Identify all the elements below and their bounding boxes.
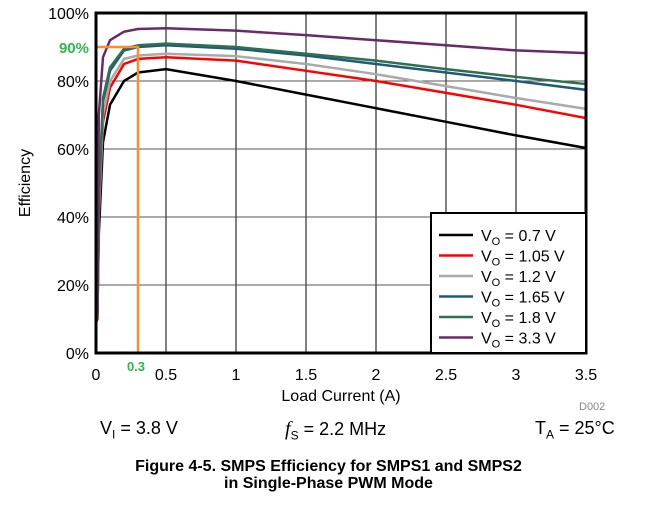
x-tick-label: 3 [512,367,521,384]
annotation-x-label: 0.3 [127,359,145,374]
ta-subscript: A [546,427,555,442]
annotation-y-label: 90% [59,40,89,57]
vi-subscript: I [112,427,116,442]
fs-symbol: f [285,418,291,440]
x-axis-label: Load Current (A) [281,388,400,405]
condition-ta: TA = 25°C [535,418,615,442]
x-tick-label: 2.5 [435,367,457,384]
x-tick-label: 1.5 [295,367,317,384]
legend-entry: VO = 0.7 V [481,228,556,248]
x-tick-label: 2 [372,367,381,384]
x-tick-label: 0.5 [155,367,177,384]
legend-entry: VO = 1.8 V [481,310,556,330]
x-tick-label: 3.5 [575,367,597,384]
legend-entry: VO = 1.65 V [481,290,565,310]
y-tick-label: 100% [48,6,89,23]
x-tick-label: 1 [232,367,241,384]
condition-fs: fS = 2.2 MHz [285,418,386,443]
ta-value: = 25°C [554,418,615,438]
caption-line-2: in Single-Phase PWM Mode [224,475,433,492]
x-tick-label: 0 [92,367,101,384]
fs-subscript: S [290,428,299,443]
y-tick-label: 80% [57,74,89,91]
condition-vi: VI = 3.8 V [100,418,178,442]
y-tick-label: 60% [57,142,89,159]
legend-entry: VO = 1.2 V [481,269,556,289]
annotation-line [96,45,140,353]
y-tick-label: 0% [66,346,89,363]
y-axis-label: Efficiency [17,149,34,217]
fs-value: = 2.2 MHz [298,419,387,439]
caption-line-1: Figure 4-5. SMPS Efficiency for SMPS1 an… [135,458,522,475]
series-line-5 [94,27,587,317]
y-tick-label: 40% [57,210,89,227]
vi-value: = 3.8 V [115,418,178,438]
legend-entry: VO = 3.3 V [481,331,556,351]
plot-frame [94,11,588,355]
ta-symbol: T [535,418,546,438]
legend-entry: VO = 1.05 V [481,249,565,269]
figure-id: D002 [579,401,606,413]
figure-caption: Figure 4-5. SMPS Efficiency for SMPS1 an… [0,458,657,492]
y-tick-label: 20% [57,278,89,295]
vi-symbol: V [100,418,113,438]
legend-box [430,212,587,354]
